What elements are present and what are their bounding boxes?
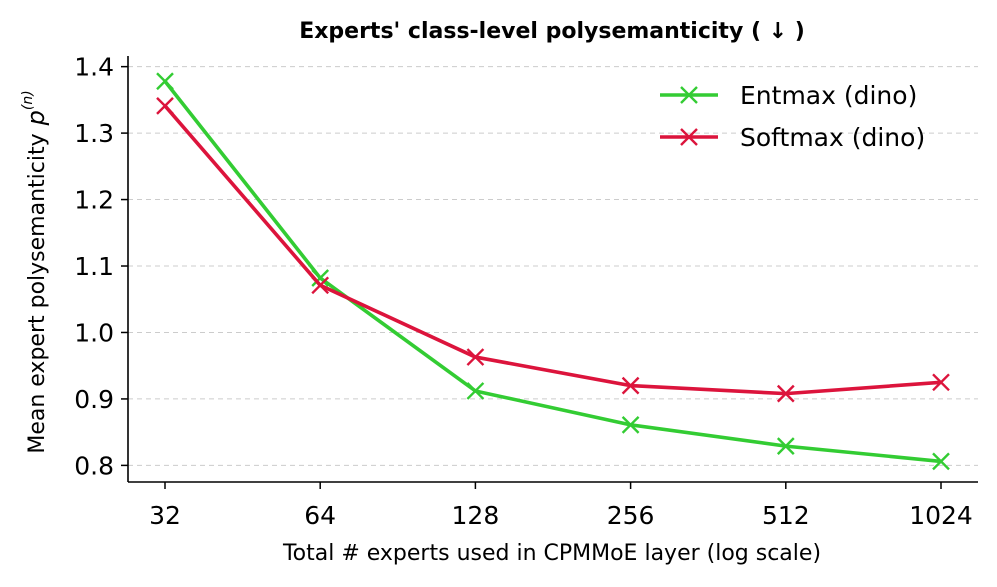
legend-label-softmax: Softmax (dino) xyxy=(740,123,925,152)
marker-stroke xyxy=(466,382,485,400)
x-tick-label: 64 xyxy=(304,501,336,530)
marker-stroke xyxy=(466,348,485,366)
y-ticks: 0.8 0.9 1.0 1.1 1.2 1.3 1.4 xyxy=(74,53,128,480)
marker-stroke xyxy=(311,269,330,287)
legend-label-entmax: Entmax (dino) xyxy=(740,81,917,110)
marker-stroke xyxy=(932,373,950,392)
x-ticks: 32 64 128 256 512 1024 xyxy=(149,482,973,530)
y-tick-label: 1.4 xyxy=(74,53,114,82)
marker-stroke xyxy=(311,276,330,295)
y-axis-label-symbol: p xyxy=(22,110,50,126)
data-point-entmax xyxy=(621,415,640,434)
x-tick-label: 512 xyxy=(762,501,810,530)
data-point-entmax xyxy=(776,437,795,455)
marker-stroke xyxy=(621,376,640,395)
y-axis-label-superscript: (n) xyxy=(20,90,36,110)
data-point-entmax xyxy=(311,269,330,287)
data-point-softmax xyxy=(776,384,795,403)
data-point-softmax xyxy=(156,97,174,115)
marker-stroke xyxy=(156,97,174,115)
y-tick-label: 1.3 xyxy=(74,119,114,148)
marker-stroke xyxy=(932,452,950,471)
legend: Entmax (dino) Softmax (dino) xyxy=(660,81,925,152)
data-point-entmax xyxy=(466,382,485,400)
marker-stroke xyxy=(621,415,640,434)
data-point-softmax xyxy=(466,348,485,366)
data-point-softmax xyxy=(621,376,640,395)
marker-stroke xyxy=(776,384,795,403)
axes-layer xyxy=(127,56,978,483)
y-tick-label: 1.2 xyxy=(74,186,114,215)
data-point-entmax xyxy=(156,72,174,91)
marker-stroke xyxy=(776,437,795,455)
x-tick-label: 32 xyxy=(149,501,181,530)
series-layer xyxy=(156,72,950,471)
grid-layer xyxy=(128,66,978,466)
data-point-softmax xyxy=(311,276,330,295)
data-point-softmax xyxy=(932,373,950,392)
y-tick-label: 1.0 xyxy=(74,318,114,347)
y-tick-label: 0.9 xyxy=(74,385,114,414)
y-tick-label: 0.8 xyxy=(74,451,114,480)
legend-marker-entmax xyxy=(680,86,698,104)
x-tick-label: 128 xyxy=(452,501,500,530)
y-axis-label: Mean expert polysemanticity p(n) xyxy=(20,90,50,453)
y-axis-label-text: Mean expert polysemanticity xyxy=(25,133,50,453)
marker-stroke xyxy=(156,72,174,91)
y-tick-label: 1.1 xyxy=(74,252,114,281)
data-point-entmax xyxy=(932,452,950,471)
series-line-entmax xyxy=(163,80,942,464)
chart-title: Experts' class-level polysemanticity ( ↓… xyxy=(299,19,805,44)
x-axis-label: Total # experts used in CPMMoE layer (lo… xyxy=(282,541,821,566)
x-tick-label: 1024 xyxy=(909,501,973,530)
marker-stroke xyxy=(680,86,698,104)
marker-stroke xyxy=(680,128,698,146)
legend-marker-softmax xyxy=(680,128,698,146)
x-tick-label: 256 xyxy=(607,501,655,530)
series-line-softmax xyxy=(163,104,942,396)
